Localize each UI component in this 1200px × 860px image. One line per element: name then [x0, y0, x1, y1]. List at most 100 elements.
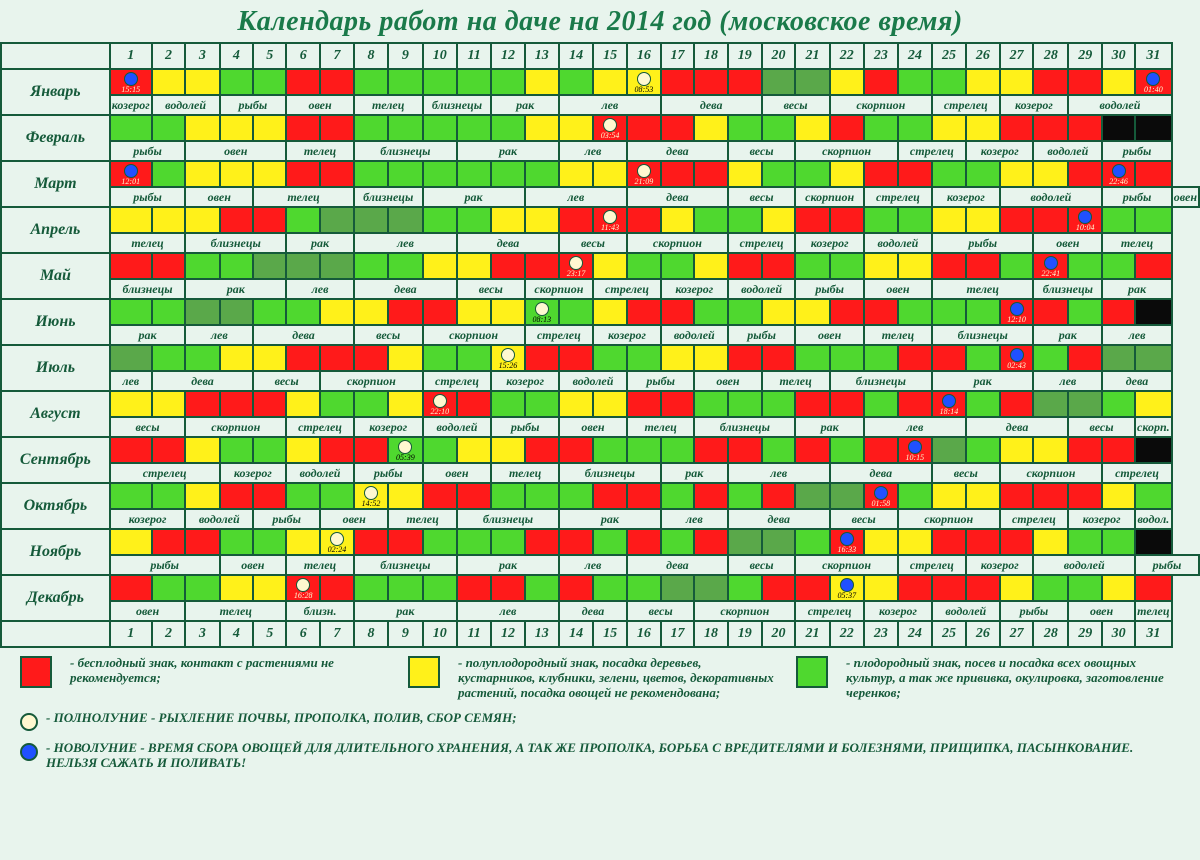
- zodiac-label: рак: [423, 187, 525, 207]
- day-header: 12: [491, 621, 524, 647]
- day-cell: [966, 207, 1000, 233]
- zodiac-label: весы: [1068, 417, 1135, 437]
- zodiac-label: телец: [286, 141, 354, 161]
- zodiac-label: скорпион: [694, 601, 795, 621]
- day-cell: [830, 69, 864, 95]
- zodiac-label: телец: [185, 601, 286, 621]
- day-header: 14: [559, 621, 593, 647]
- moon-time: 22:41: [1034, 270, 1067, 278]
- day-cell: [559, 345, 593, 371]
- zodiac-label: козерог: [966, 141, 1034, 161]
- day-cell: [966, 437, 1000, 463]
- day-cell: [423, 69, 457, 95]
- zodiac-label: козерог: [795, 233, 864, 253]
- day-cell: [966, 345, 1000, 371]
- legend-text: - бесплодный знак, контакт с растениями …: [70, 656, 390, 686]
- day-cell: [152, 437, 186, 463]
- day-header: 11: [457, 43, 491, 69]
- day-cell: [423, 299, 457, 325]
- moon-time: 08:13: [526, 316, 558, 324]
- zodiac-label: лев: [661, 509, 728, 529]
- day-cell: [593, 345, 627, 371]
- new-moon-icon: [1010, 302, 1024, 316]
- day-cell: [457, 207, 491, 233]
- day-cell: [795, 299, 829, 325]
- moon-time: 21:09: [628, 178, 660, 186]
- day-cell: [354, 437, 388, 463]
- day-cell: [525, 69, 559, 95]
- day-header: 17: [661, 43, 695, 69]
- day-cell: [932, 69, 966, 95]
- zodiac-label: водолей: [286, 463, 354, 483]
- day-cell: [694, 299, 728, 325]
- day-cell: [593, 575, 627, 601]
- zodiac-label: овен: [559, 417, 627, 437]
- zodiac-label: рак: [795, 417, 864, 437]
- zodiac-label: стрелец: [932, 95, 1000, 115]
- day-cell: 03:54: [593, 115, 627, 141]
- zodiac-label: рыбы: [220, 95, 287, 115]
- day-cell: [795, 69, 829, 95]
- day-cell: [1033, 529, 1068, 555]
- day-cell: [286, 253, 320, 279]
- day-cell: [932, 253, 966, 279]
- zodiac-label: весы: [354, 325, 423, 345]
- day-cell: [728, 207, 762, 233]
- zodiac-label: телец: [864, 325, 932, 345]
- day-cell: [354, 207, 388, 233]
- day-cell: [694, 529, 728, 555]
- day-cell: [728, 529, 762, 555]
- zodiac-label: рак: [932, 371, 1034, 391]
- zodiac-label: стрелец: [423, 371, 492, 391]
- day-cell: [762, 69, 796, 95]
- day-cell: [185, 391, 219, 417]
- day-cell: [1068, 391, 1102, 417]
- day-cell: 01:58: [864, 483, 898, 509]
- day-header: 13: [525, 621, 559, 647]
- day-cell: [388, 207, 422, 233]
- zodiac-label: телец: [1102, 233, 1172, 253]
- day-cell: [525, 115, 559, 141]
- zodiac-label: водолей: [728, 279, 796, 299]
- day-cell: [423, 161, 457, 187]
- day-cell: [898, 161, 932, 187]
- zodiac-label: весы: [457, 279, 525, 299]
- zodiac-label: весы: [253, 371, 320, 391]
- day-cell: [152, 253, 186, 279]
- day-cell: [728, 253, 762, 279]
- zodiac-label: рак: [354, 601, 457, 621]
- zodiac-label: близнецы: [354, 555, 457, 575]
- day-header: 15: [593, 621, 627, 647]
- zodiac-label: лев: [1102, 325, 1172, 345]
- day-cell: [762, 115, 796, 141]
- day-header: 25: [932, 43, 966, 69]
- day-cell: [286, 161, 320, 187]
- day-header: 30: [1102, 43, 1135, 69]
- day-header: 23: [864, 621, 898, 647]
- day-cell: 12:10: [1000, 299, 1034, 325]
- day-cell: [110, 207, 152, 233]
- zodiac-label: козерог: [110, 509, 185, 529]
- zodiac-label: близнецы: [559, 463, 661, 483]
- moon-time: 12:01: [111, 178, 151, 186]
- day-cell: [1102, 529, 1135, 555]
- day-cell: [286, 437, 320, 463]
- day-cell: [627, 253, 661, 279]
- zodiac-label: козерог: [864, 601, 932, 621]
- day-cell: 14:52: [354, 483, 388, 509]
- day-header: 16: [627, 43, 661, 69]
- zodiac-label: рыбы: [795, 279, 864, 299]
- day-cell: [320, 345, 354, 371]
- day-cell: [864, 161, 898, 187]
- day-cell: [762, 253, 796, 279]
- day-cell: [728, 575, 762, 601]
- day-cell: [1135, 299, 1172, 325]
- full-moon-icon: [637, 164, 651, 178]
- day-cell: [110, 391, 152, 417]
- day-header: 21: [795, 621, 829, 647]
- day-header: 18: [694, 621, 728, 647]
- day-cell: 22:41: [1033, 253, 1068, 279]
- zodiac-label: лев: [354, 233, 457, 253]
- day-cell: [1033, 437, 1068, 463]
- day-cell: [864, 575, 898, 601]
